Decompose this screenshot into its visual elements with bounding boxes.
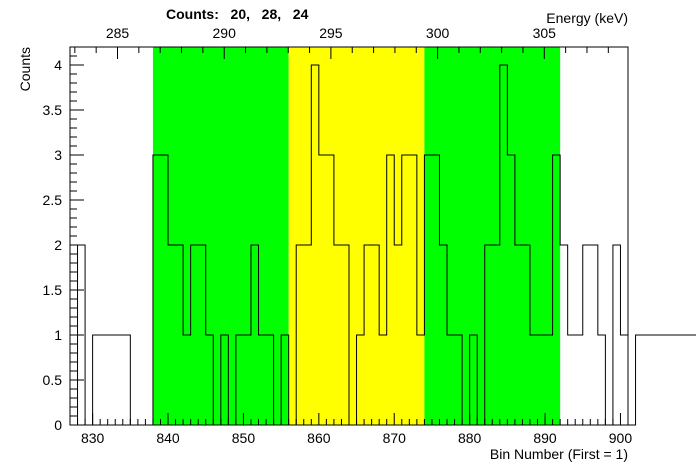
histogram-bin	[636, 335, 644, 425]
y-tick-label: 3.5	[43, 102, 63, 118]
histogram-bin	[598, 335, 606, 425]
histogram-bin	[620, 335, 628, 425]
histogram-bin	[688, 335, 696, 425]
histogram-bin	[108, 335, 116, 425]
x-tick-label: 880	[458, 430, 482, 446]
chart-title: Counts: 20, 28, 24	[166, 6, 309, 22]
histogram-bin	[123, 335, 131, 425]
histogram-bin	[575, 335, 583, 425]
histogram-bin	[93, 335, 101, 425]
histogram-bin	[590, 245, 598, 425]
x-tick-label: 840	[156, 430, 180, 446]
histogram-series	[70, 64, 696, 426]
energy-tick-label: 305	[533, 25, 557, 41]
energy-tick-label: 300	[426, 25, 450, 41]
x-tick-label: 870	[383, 430, 407, 446]
y-tick-label: 1.5	[43, 282, 63, 298]
histogram-bin	[666, 335, 674, 425]
y-tick-label: 4	[54, 57, 62, 73]
energy-axis-label: Energy (keV)	[546, 10, 628, 26]
histogram-bin	[658, 335, 666, 425]
x-tick-label: 830	[81, 430, 105, 446]
y-tick-label: 1	[54, 327, 62, 343]
histogram-bin	[115, 335, 123, 425]
x-tick-label: 900	[609, 430, 633, 446]
histogram-bin	[681, 335, 689, 425]
y-tick-label: 2	[54, 237, 62, 253]
histogram-line	[70, 64, 696, 426]
histogram-bin	[673, 335, 681, 425]
x-tick-label: 850	[232, 430, 256, 446]
y-tick-label: 3	[54, 147, 62, 163]
region-band	[424, 47, 561, 425]
energy-tick-label: 295	[319, 25, 343, 41]
histogram-bin	[560, 245, 568, 425]
histogram-bin	[613, 245, 621, 425]
y-tick-label: 2.5	[43, 192, 63, 208]
x-tick-label: 860	[307, 430, 331, 446]
histogram-bin	[583, 245, 591, 425]
axis-ticks	[69, 46, 629, 426]
x-axis-label: Bin Number (First = 1)	[490, 446, 628, 462]
x-tick-label: 890	[533, 430, 557, 446]
histogram-bin	[651, 335, 659, 425]
histogram-bin	[568, 335, 576, 425]
histogram-bin	[643, 335, 651, 425]
y-axis-label: Counts	[17, 47, 33, 91]
histogram-bin	[100, 335, 108, 425]
energy-tick-label: 285	[106, 25, 130, 41]
y-tick-label: 0.5	[43, 372, 63, 388]
energy-tick-label: 290	[213, 25, 237, 41]
y-tick-label: 0	[54, 417, 62, 433]
